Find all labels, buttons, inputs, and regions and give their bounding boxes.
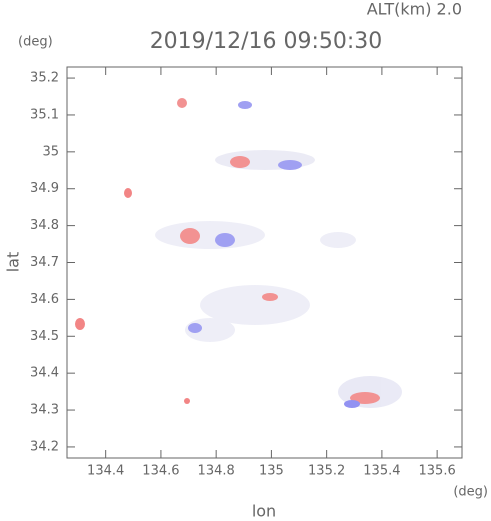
echo	[124, 188, 132, 198]
echo	[75, 318, 85, 330]
y-tick-label: 34.8	[30, 218, 59, 233]
x-tick-label: 135.4	[363, 464, 400, 479]
y-unit: (deg)	[18, 35, 53, 50]
y-axis-label: lat	[4, 252, 23, 273]
y-tick-label: 35.2	[30, 71, 59, 86]
x-tick-label: 134.8	[198, 464, 235, 479]
echo	[238, 101, 252, 109]
echo	[350, 392, 380, 404]
altitude-label: ALT(km) 2.0	[367, 0, 462, 19]
y-tick-label: 34.5	[30, 329, 59, 344]
x-tick-label: 135.6	[419, 464, 456, 479]
x-axis-label: lon	[252, 502, 276, 521]
y-tick-label: 34.6	[30, 292, 59, 307]
echo	[278, 160, 302, 170]
echo	[215, 233, 235, 247]
x-unit: (deg)	[453, 485, 488, 500]
x-tick-label: 134.6	[142, 464, 179, 479]
echo	[177, 98, 187, 108]
y-tick-label: 35	[42, 144, 59, 159]
echo	[188, 323, 202, 333]
y-tick-label: 34.2	[30, 439, 59, 454]
echo	[155, 221, 265, 249]
y-tick-label: 34.3	[30, 403, 59, 418]
echo	[320, 232, 356, 248]
echo	[200, 285, 310, 325]
echo	[180, 228, 200, 244]
plot-frame	[66, 66, 463, 459]
x-tick-label: 134.4	[87, 464, 124, 479]
y-tick-label: 34.4	[30, 366, 59, 381]
y-tick-label: 34.7	[30, 255, 59, 270]
x-tick-label: 135	[259, 464, 284, 479]
chart-title: 2019/12/16 09:50:30	[150, 29, 383, 54]
echo	[262, 293, 278, 301]
echo	[184, 398, 190, 404]
y-tick-label: 34.9	[30, 181, 59, 196]
echo-field	[75, 98, 402, 408]
echo	[230, 156, 250, 168]
x-tick-label: 135.2	[308, 464, 345, 479]
echo	[344, 400, 360, 408]
y-tick-label: 35.1	[30, 107, 59, 122]
